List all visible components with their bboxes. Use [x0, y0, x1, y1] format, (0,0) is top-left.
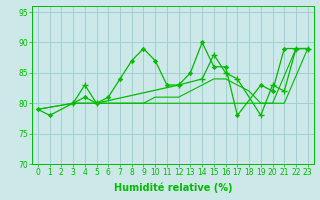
X-axis label: Humidité relative (%): Humidité relative (%)	[114, 183, 232, 193]
